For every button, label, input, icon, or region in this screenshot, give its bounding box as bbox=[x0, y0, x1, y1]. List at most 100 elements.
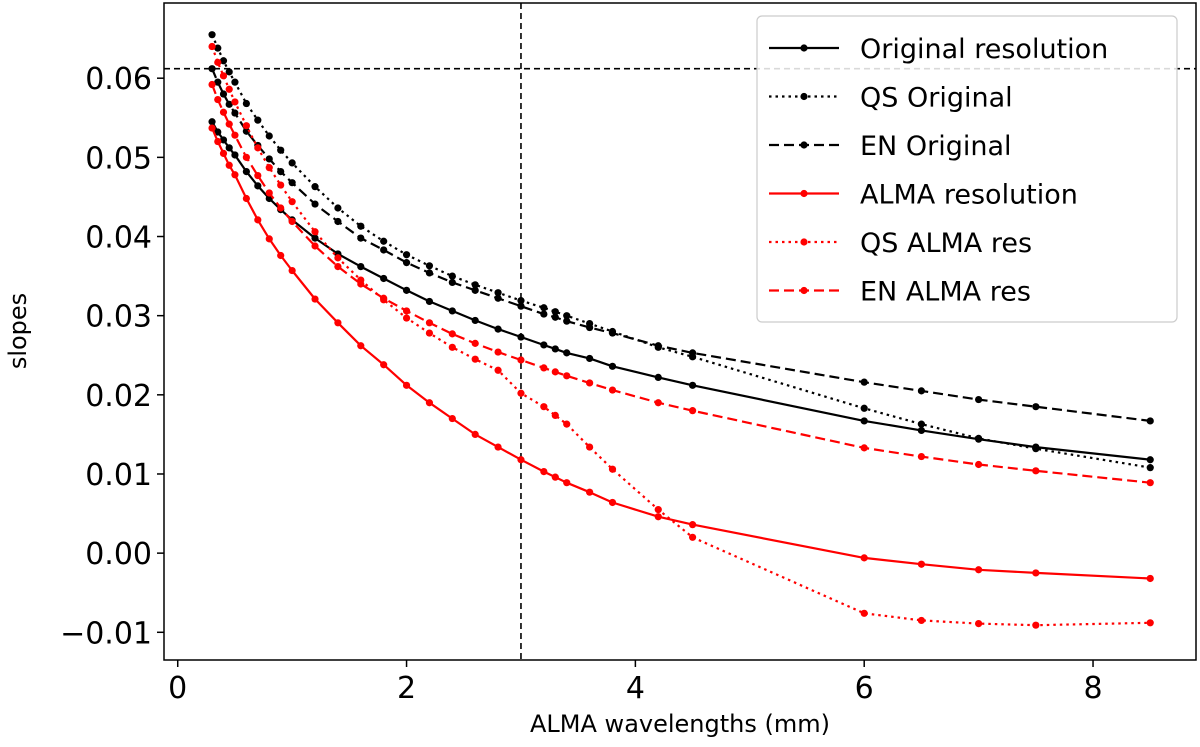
data-point bbox=[517, 389, 525, 397]
data-point bbox=[688, 381, 697, 389]
data-point bbox=[1032, 403, 1040, 411]
data-point bbox=[608, 329, 617, 337]
data-point bbox=[586, 488, 594, 496]
data-point bbox=[563, 479, 571, 487]
data-point bbox=[242, 122, 250, 130]
data-point bbox=[654, 506, 662, 514]
data-point bbox=[357, 234, 365, 242]
data-point bbox=[688, 533, 697, 541]
legend-marker bbox=[800, 141, 808, 149]
data-point bbox=[688, 349, 697, 357]
data-point bbox=[208, 118, 216, 126]
series-line-en-original bbox=[211, 68, 1151, 422]
data-point bbox=[1032, 569, 1040, 577]
data-point bbox=[208, 124, 216, 132]
data-point bbox=[402, 381, 411, 389]
data-point bbox=[225, 100, 233, 108]
data-point bbox=[311, 234, 319, 242]
data-point bbox=[334, 204, 342, 212]
data-point bbox=[357, 262, 365, 271]
x-tick-label: 0 bbox=[168, 671, 187, 706]
legend-label-qs-alma-res: QS ALMA res bbox=[860, 228, 1032, 259]
data-point bbox=[242, 127, 250, 135]
y-tick-label: 0.03 bbox=[85, 300, 152, 335]
series-en-alma-res bbox=[208, 80, 1154, 487]
data-point bbox=[214, 95, 222, 104]
data-point bbox=[494, 366, 502, 374]
data-point bbox=[654, 513, 662, 521]
legend-label-en-original: EN Original bbox=[860, 131, 1012, 162]
data-point bbox=[214, 44, 222, 52]
data-point bbox=[551, 313, 559, 321]
data-point bbox=[380, 246, 388, 254]
data-point bbox=[448, 414, 456, 423]
data-point bbox=[214, 58, 222, 66]
data-point bbox=[219, 136, 228, 144]
data-point bbox=[380, 237, 388, 245]
data-point bbox=[1032, 621, 1040, 629]
data-point bbox=[334, 254, 342, 262]
legend-marker bbox=[800, 189, 808, 198]
data-point bbox=[380, 294, 388, 302]
data-point bbox=[494, 325, 502, 333]
legend-label-alma-resolution: ALMA resolution bbox=[860, 180, 1078, 211]
data-point bbox=[242, 194, 250, 203]
data-point bbox=[208, 31, 216, 39]
data-point bbox=[917, 616, 926, 625]
y-tick-label: 0.05 bbox=[85, 141, 152, 176]
data-point bbox=[586, 443, 594, 451]
data-point bbox=[265, 235, 273, 243]
data-point bbox=[975, 395, 983, 404]
plot-frame bbox=[163, 2, 1197, 661]
data-point bbox=[265, 189, 273, 197]
data-point bbox=[551, 368, 559, 376]
data-point bbox=[265, 132, 273, 140]
data-point bbox=[540, 364, 548, 372]
data-point bbox=[288, 217, 296, 226]
data-point bbox=[225, 85, 233, 93]
data-point bbox=[402, 314, 411, 322]
data-point bbox=[265, 164, 273, 172]
data-point bbox=[471, 355, 479, 363]
data-point bbox=[277, 251, 285, 260]
series-line-alma-resolution bbox=[211, 127, 1151, 580]
data-point bbox=[214, 137, 222, 146]
data-point bbox=[242, 153, 250, 161]
data-point bbox=[231, 151, 239, 159]
legend: Original resolution QS Original EN Origina… bbox=[756, 15, 1178, 323]
data-point bbox=[1146, 417, 1154, 425]
x-axis: 0 2 4 6 8 bbox=[168, 660, 1103, 706]
data-point bbox=[471, 430, 479, 439]
data-point bbox=[540, 468, 548, 476]
data-point bbox=[551, 345, 559, 353]
data-point bbox=[586, 323, 594, 332]
data-point bbox=[277, 146, 285, 154]
legend-marker bbox=[800, 238, 808, 246]
data-point bbox=[517, 297, 525, 305]
data-point bbox=[563, 312, 571, 320]
data-point bbox=[448, 307, 456, 315]
data-point bbox=[494, 294, 502, 302]
data-point bbox=[254, 144, 262, 152]
data-point bbox=[471, 281, 479, 289]
data-point bbox=[380, 274, 388, 283]
data-point bbox=[860, 378, 868, 386]
y-tick-label: 0.02 bbox=[85, 379, 152, 414]
data-point bbox=[425, 319, 434, 327]
x-tick-label: 4 bbox=[626, 671, 645, 706]
data-point bbox=[448, 278, 456, 287]
data-point bbox=[654, 342, 662, 350]
data-point bbox=[219, 72, 228, 80]
y-tick-label: 0.00 bbox=[85, 537, 152, 572]
data-point bbox=[1146, 464, 1154, 472]
data-point bbox=[288, 266, 296, 275]
data-point bbox=[540, 304, 548, 312]
data-point bbox=[608, 498, 617, 507]
data-point bbox=[334, 262, 342, 271]
legend-marker bbox=[800, 44, 808, 52]
data-point bbox=[1146, 479, 1154, 487]
data-point bbox=[208, 42, 216, 51]
series-alma-resolution bbox=[208, 124, 1154, 583]
data-point bbox=[231, 109, 239, 117]
data-point bbox=[517, 356, 525, 364]
